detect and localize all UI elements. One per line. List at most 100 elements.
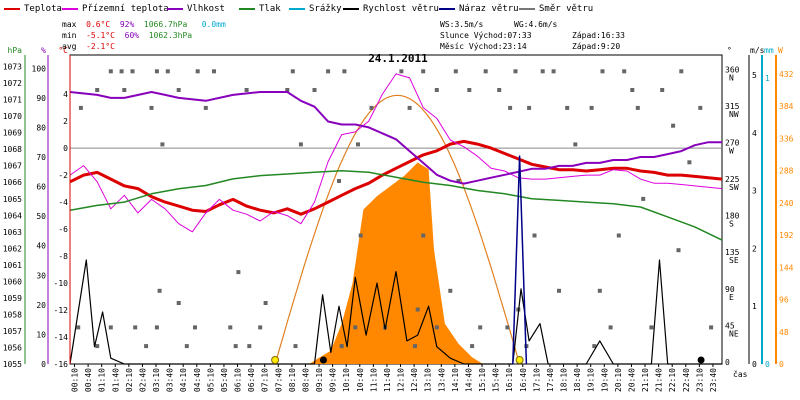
legend-label: Tlak [259,4,281,14]
y-tick-dir-letter: NE [729,329,739,338]
wind-direction-marker [157,288,162,293]
wind-direction-marker [434,88,439,92]
wind-direction-marker [339,344,344,349]
x-tick-label: 17:40 [546,368,555,392]
y-tick-wm: 432 [779,70,794,79]
y-tick-wm: 384 [779,102,794,111]
x-tick-label: 05:10 [206,368,215,392]
wind-direction-marker [298,142,303,147]
series-line-temp [69,139,723,216]
x-tick-label: 17:10 [532,368,541,392]
y-tick-mm: 1 [765,74,770,83]
wind-direction-marker [293,344,298,349]
wind-direction-marker [434,325,439,330]
wind-direction-marker [597,288,602,293]
x-tick-label: 07:40 [274,368,283,392]
x-tick-label: 07:10 [261,368,270,392]
wind-direction-marker [608,325,613,330]
x-tick-label: 12:40 [410,368,419,392]
stats-avg-label: avg [62,42,77,51]
y-tick-ms: 1 [752,302,757,311]
stats-min-label: min [62,31,77,40]
wind-direction-marker [551,69,556,74]
x-tick-label: 03:10 [152,368,161,392]
y-tick-hpa: 1059 [3,294,22,303]
wind-direction-marker [108,325,113,330]
wind-direction-marker [698,105,703,110]
wind-direction-marker [165,69,170,74]
legend-swatch [167,7,183,10]
y-tick-degc: 4 [63,90,68,99]
y-tick-hpa: 1057 [3,327,22,336]
x-axis-title: čas [733,369,748,379]
legend-label: Vlhkost [187,4,225,14]
wind-direction-marker [421,233,426,238]
x-tick-label: 04:10 [179,368,188,392]
stats-wg: WG:4.6m/s [514,20,558,29]
wind-direction-marker [263,301,268,305]
wind-direction-marker [456,179,461,183]
y-tick-pct: 10 [36,330,46,339]
x-tick-label: 00:40 [84,368,93,392]
wind-direction-marker [589,105,594,110]
y-tick-hpa: 1066 [3,178,22,187]
y-tick-dir-letter: N [729,73,734,82]
x-tick-label: 15:10 [478,368,487,392]
y-tick-degc: -8 [58,252,68,261]
wind-direction-marker [369,105,374,110]
y-tick-wm: 96 [779,296,789,305]
x-tick-label: 21:40 [655,368,664,392]
wind-direction-marker [76,325,81,330]
y-tick-wm: 192 [779,231,794,240]
wind-direction-marker [671,123,676,128]
wind-direction-marker [622,69,627,74]
wind-direction-marker [236,270,241,275]
axis-title-degc: °C [58,46,68,55]
y-tick-dir: 90 [725,285,735,294]
y-tick-ms: 4 [752,129,757,138]
y-tick-dir: 180 [725,212,740,221]
wind-direction-marker [467,88,472,92]
y-tick-ms: 3 [752,187,757,196]
x-tick-label: 22:40 [682,368,691,392]
wind-direction-marker [312,88,317,92]
y-tick-wm: 240 [779,199,794,208]
x-tick-label: 14:40 [464,368,473,392]
y-tick-dir: 315 [725,102,740,111]
wind-direction-marker [635,105,640,110]
wind-direction-marker [483,69,488,74]
series-line-wind [69,259,722,365]
wind-direction-marker [565,105,570,110]
x-tick-label: 05:40 [220,368,229,392]
y-tick-hpa: 1067 [3,162,22,171]
wind-direction-marker [212,69,216,74]
wind-direction-marker [660,88,665,92]
wind-direction-marker [532,233,537,238]
x-tick-label: 00:10 [71,368,80,392]
legend-item-3: Tlak [239,4,281,14]
stats-min-temp: -5.1°C [86,31,115,40]
stats-ws: WS:3.5m/s [440,20,484,29]
stats-min-press: 1062.3hPa [148,31,193,40]
legend-label: Srážky [309,4,342,14]
y-tick-hpa: 1056 [3,343,22,352]
sun-moon-block: WS:3.5m/s WG:4.6m/s Slunce Východ:07:33 Zá… [440,20,625,51]
x-tick-label: 09:10 [315,368,324,392]
sunrise-marker [271,356,280,364]
legend-label: Směr větru [539,4,594,14]
stats-moon-rise: Měsíc Východ:23:14 [440,42,527,51]
x-tick-label: 15:40 [492,368,501,392]
wind-direction-marker [630,88,635,92]
wind-direction-marker [108,69,113,74]
wind-direction-marker [285,88,290,92]
x-tick-label: 20:10 [614,368,623,392]
y-tick-dir: 135 [725,248,740,257]
axis-title-dir: ° [727,46,732,55]
series-line-ground [69,73,723,233]
wind-direction-marker [195,69,200,74]
wind-direction-marker [326,69,331,74]
x-tick-label: 19:10 [587,368,596,392]
legend-swatch [289,7,305,10]
